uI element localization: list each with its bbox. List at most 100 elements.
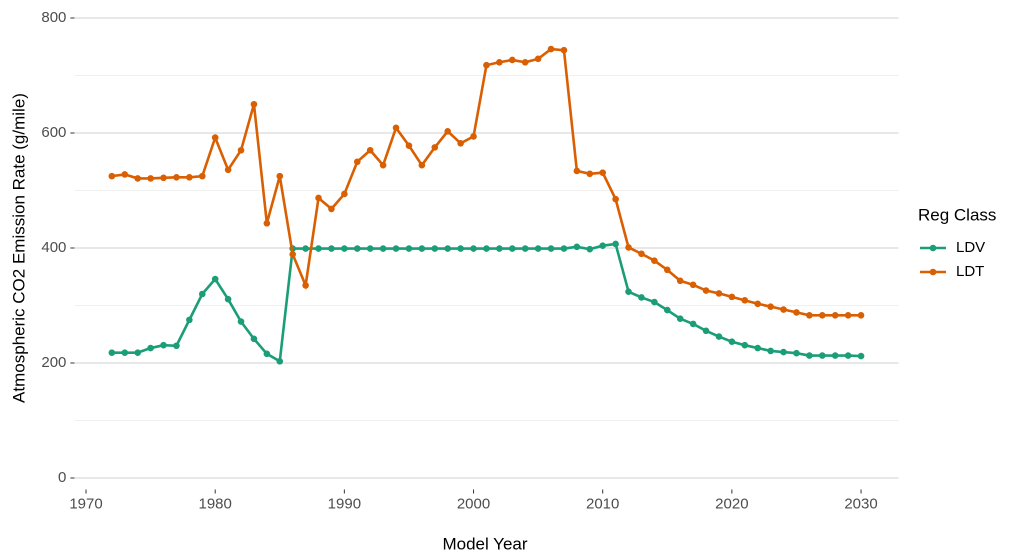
y-tick-label: 800 <box>41 9 66 26</box>
point <box>276 357 284 365</box>
legend-title: Reg Class <box>918 205 996 224</box>
point <box>508 56 516 64</box>
point <box>457 245 464 252</box>
point <box>341 245 348 252</box>
point <box>702 287 710 294</box>
point <box>134 349 141 356</box>
point <box>121 349 129 356</box>
point <box>663 266 671 274</box>
point <box>625 288 632 296</box>
point <box>521 245 529 252</box>
y-tick-label: 200 <box>41 354 66 371</box>
point <box>211 275 219 283</box>
point <box>676 277 684 285</box>
point <box>418 161 426 169</box>
point <box>612 195 619 203</box>
point <box>470 133 477 140</box>
point <box>392 245 400 252</box>
point <box>457 140 464 147</box>
point <box>160 174 167 182</box>
point <box>147 344 154 352</box>
point <box>857 352 865 360</box>
x-tick-label: 2020 <box>715 495 748 512</box>
point <box>806 352 813 359</box>
point <box>366 245 374 252</box>
point <box>612 240 619 248</box>
point <box>496 58 503 66</box>
point <box>754 344 762 352</box>
point <box>379 245 387 252</box>
point <box>315 245 322 252</box>
point <box>250 100 258 108</box>
point <box>328 245 335 252</box>
point <box>224 166 232 174</box>
point <box>108 172 116 180</box>
point <box>599 242 607 249</box>
point <box>534 55 542 63</box>
point <box>508 245 516 252</box>
point <box>521 58 529 66</box>
x-tick-label: 2000 <box>457 495 490 512</box>
point <box>651 298 658 306</box>
x-tick-label: 1970 <box>69 495 102 512</box>
point <box>793 309 800 316</box>
point <box>728 338 736 346</box>
point <box>483 245 490 252</box>
x-tick-label: 1980 <box>199 495 232 512</box>
point <box>121 171 129 178</box>
point <box>237 146 245 154</box>
y-tick-label: 400 <box>41 239 66 256</box>
point <box>651 257 658 264</box>
legend-key-point <box>929 268 937 276</box>
point <box>715 290 723 297</box>
point <box>353 245 361 252</box>
point <box>586 170 594 178</box>
point <box>560 46 568 54</box>
point <box>328 205 335 213</box>
point <box>405 142 413 149</box>
y-axis-title: Atmospheric CO2 Emission Rate (g/mile) <box>9 93 28 403</box>
point <box>689 281 697 289</box>
point <box>483 61 490 69</box>
point <box>198 172 206 180</box>
point <box>702 327 710 335</box>
point <box>767 347 774 355</box>
point <box>173 173 180 181</box>
point <box>496 245 503 252</box>
point <box>715 333 723 340</box>
point <box>173 342 180 350</box>
point <box>211 134 219 141</box>
y-tick-label: 600 <box>41 124 66 141</box>
point <box>728 293 736 301</box>
point <box>315 194 322 202</box>
point <box>224 295 232 303</box>
point <box>160 341 167 349</box>
legend-label: LDT <box>956 263 984 280</box>
point <box>186 173 193 181</box>
point <box>405 245 413 252</box>
point <box>366 146 374 154</box>
point <box>431 245 439 252</box>
point <box>586 245 594 253</box>
point <box>147 175 154 182</box>
point <box>560 245 568 252</box>
point <box>289 251 296 258</box>
y-tick-label: 0 <box>58 469 66 486</box>
point <box>831 352 839 359</box>
point <box>831 311 839 319</box>
point <box>599 169 607 176</box>
point <box>302 245 309 252</box>
legend-key-point <box>929 244 937 252</box>
point <box>573 167 581 175</box>
point <box>444 127 451 135</box>
point <box>625 244 632 251</box>
point <box>250 335 258 343</box>
point <box>767 303 774 310</box>
point <box>353 158 361 166</box>
point <box>857 311 865 319</box>
point <box>263 219 271 227</box>
point <box>638 294 645 301</box>
legend-label: LDV <box>956 239 985 256</box>
point <box>341 190 348 198</box>
